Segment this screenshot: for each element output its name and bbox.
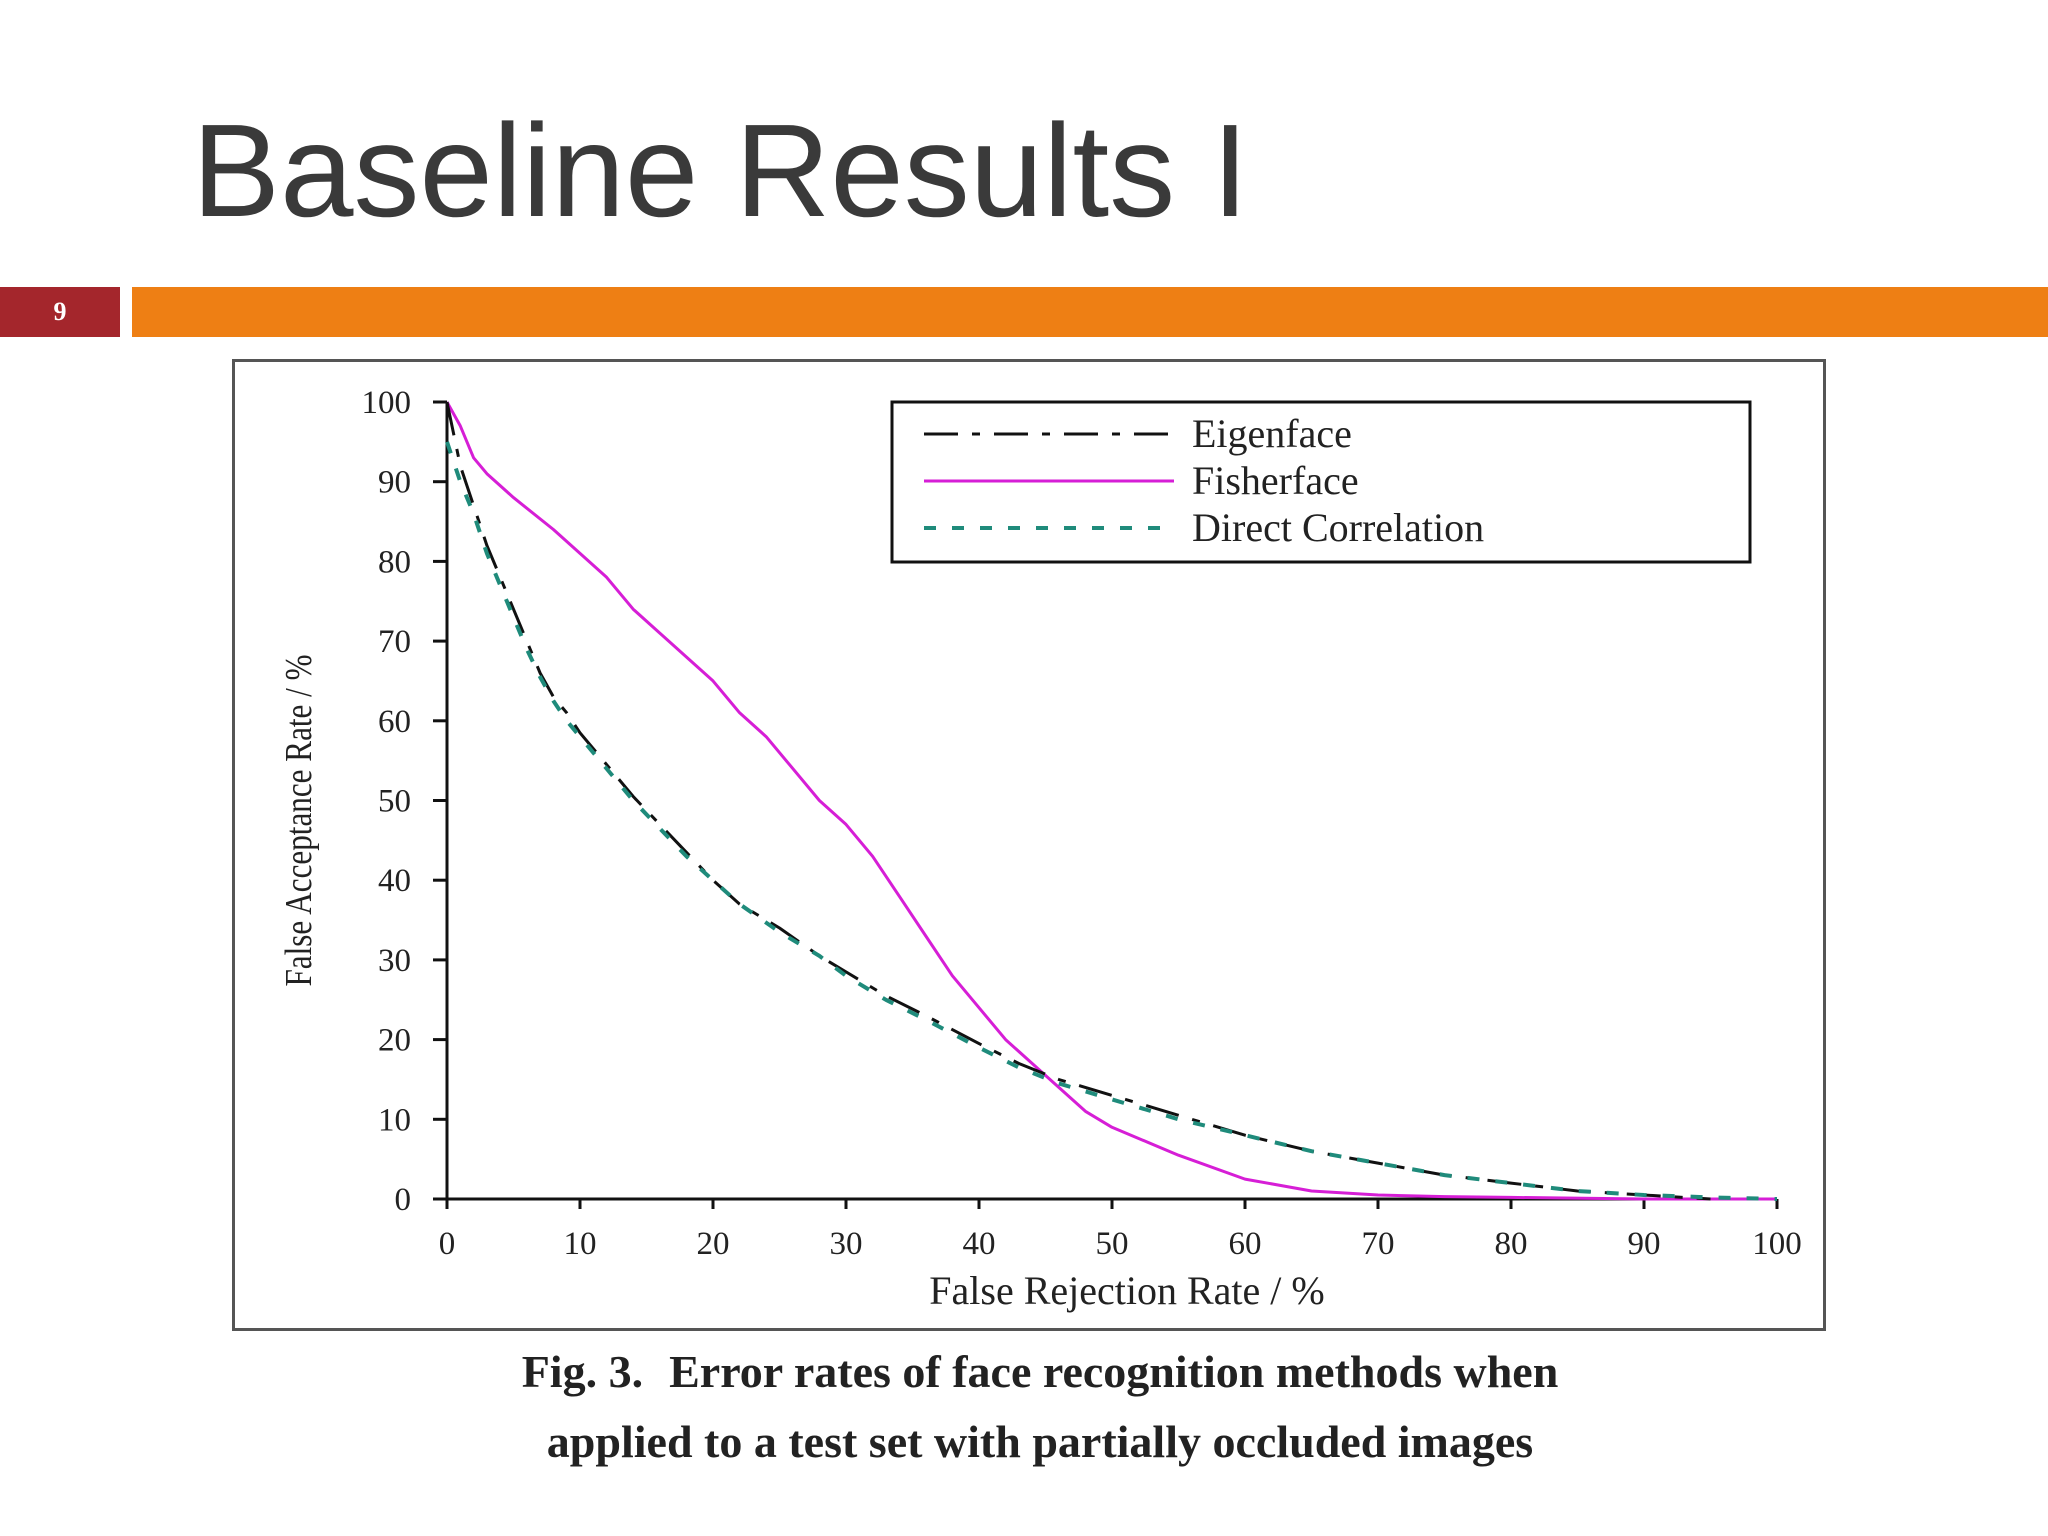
y-tick-label-80: 80 <box>378 544 411 580</box>
y-tick-label-50: 50 <box>378 784 411 820</box>
x-tick-label-40: 40 <box>963 1226 996 1262</box>
figure-caption-line-2: applied to a test set with partially occ… <box>546 1416 1534 1467</box>
y-tick-label-0: 0 <box>395 1182 412 1218</box>
slide-title: Baseline Results I <box>192 97 1249 244</box>
x-tick-label-30: 30 <box>830 1226 863 1262</box>
series-line-direct-correlation <box>445 441 1778 1201</box>
y-tick-label-30: 30 <box>378 943 411 979</box>
x-tick-label-20: 20 <box>697 1226 730 1262</box>
y-tick-label-70: 70 <box>378 624 411 660</box>
series-line-fisherface <box>445 401 1777 1201</box>
chart-figure: 0 10 20 30 40 50 60 70 80 90 100 0 10 20 30 40 50 60 70 80 9… <box>232 359 1826 1331</box>
y-axis-label: False Acceptance Rate / % <box>277 654 320 986</box>
x-tick-label-0: 0 <box>439 1226 456 1262</box>
x-tick-label-10: 10 <box>564 1226 597 1262</box>
y-tick-label-40: 40 <box>378 863 411 899</box>
y-tick-label-90: 90 <box>378 465 411 501</box>
x-tick-label-60: 60 <box>1229 1226 1262 1262</box>
figure-caption-line-1: Fig. 3. Error rates of face recognition m… <box>200 1345 1880 1398</box>
x-tick-label-80: 80 <box>1495 1226 1528 1262</box>
legend-label-fisherface: Fisherface <box>1192 458 1359 503</box>
x-tick-label-100: 100 <box>1752 1226 1802 1262</box>
x-tick-label-90: 90 <box>1628 1226 1661 1262</box>
y-tick-label-60: 60 <box>378 704 411 740</box>
accent-bar <box>132 287 2048 337</box>
x-tick-label-50: 50 <box>1096 1226 1129 1262</box>
legend-label-eigenface: Eigenface <box>1192 411 1352 456</box>
figure-label: Fig. 3. <box>521 1346 644 1397</box>
y-tick-label-20: 20 <box>378 1023 411 1059</box>
x-axis-label: False Rejection Rate / % <box>929 1268 1324 1313</box>
slide-number: 9 <box>0 287 120 337</box>
x-tick-label-70: 70 <box>1362 1226 1395 1262</box>
legend-label-direct-correlation: Direct Correlation <box>1192 505 1484 550</box>
y-tick-label-10: 10 <box>378 1102 411 1138</box>
error-rate-chart: 0 10 20 30 40 50 60 70 80 90 100 0 10 20 30 40 50 60 70 80 9… <box>277 385 1802 1313</box>
y-tick-label-100: 100 <box>362 385 412 421</box>
figure-caption-text-1: Error rates of face recognition methods … <box>669 1346 1559 1397</box>
slide-number-text: 9 <box>53 297 67 326</box>
